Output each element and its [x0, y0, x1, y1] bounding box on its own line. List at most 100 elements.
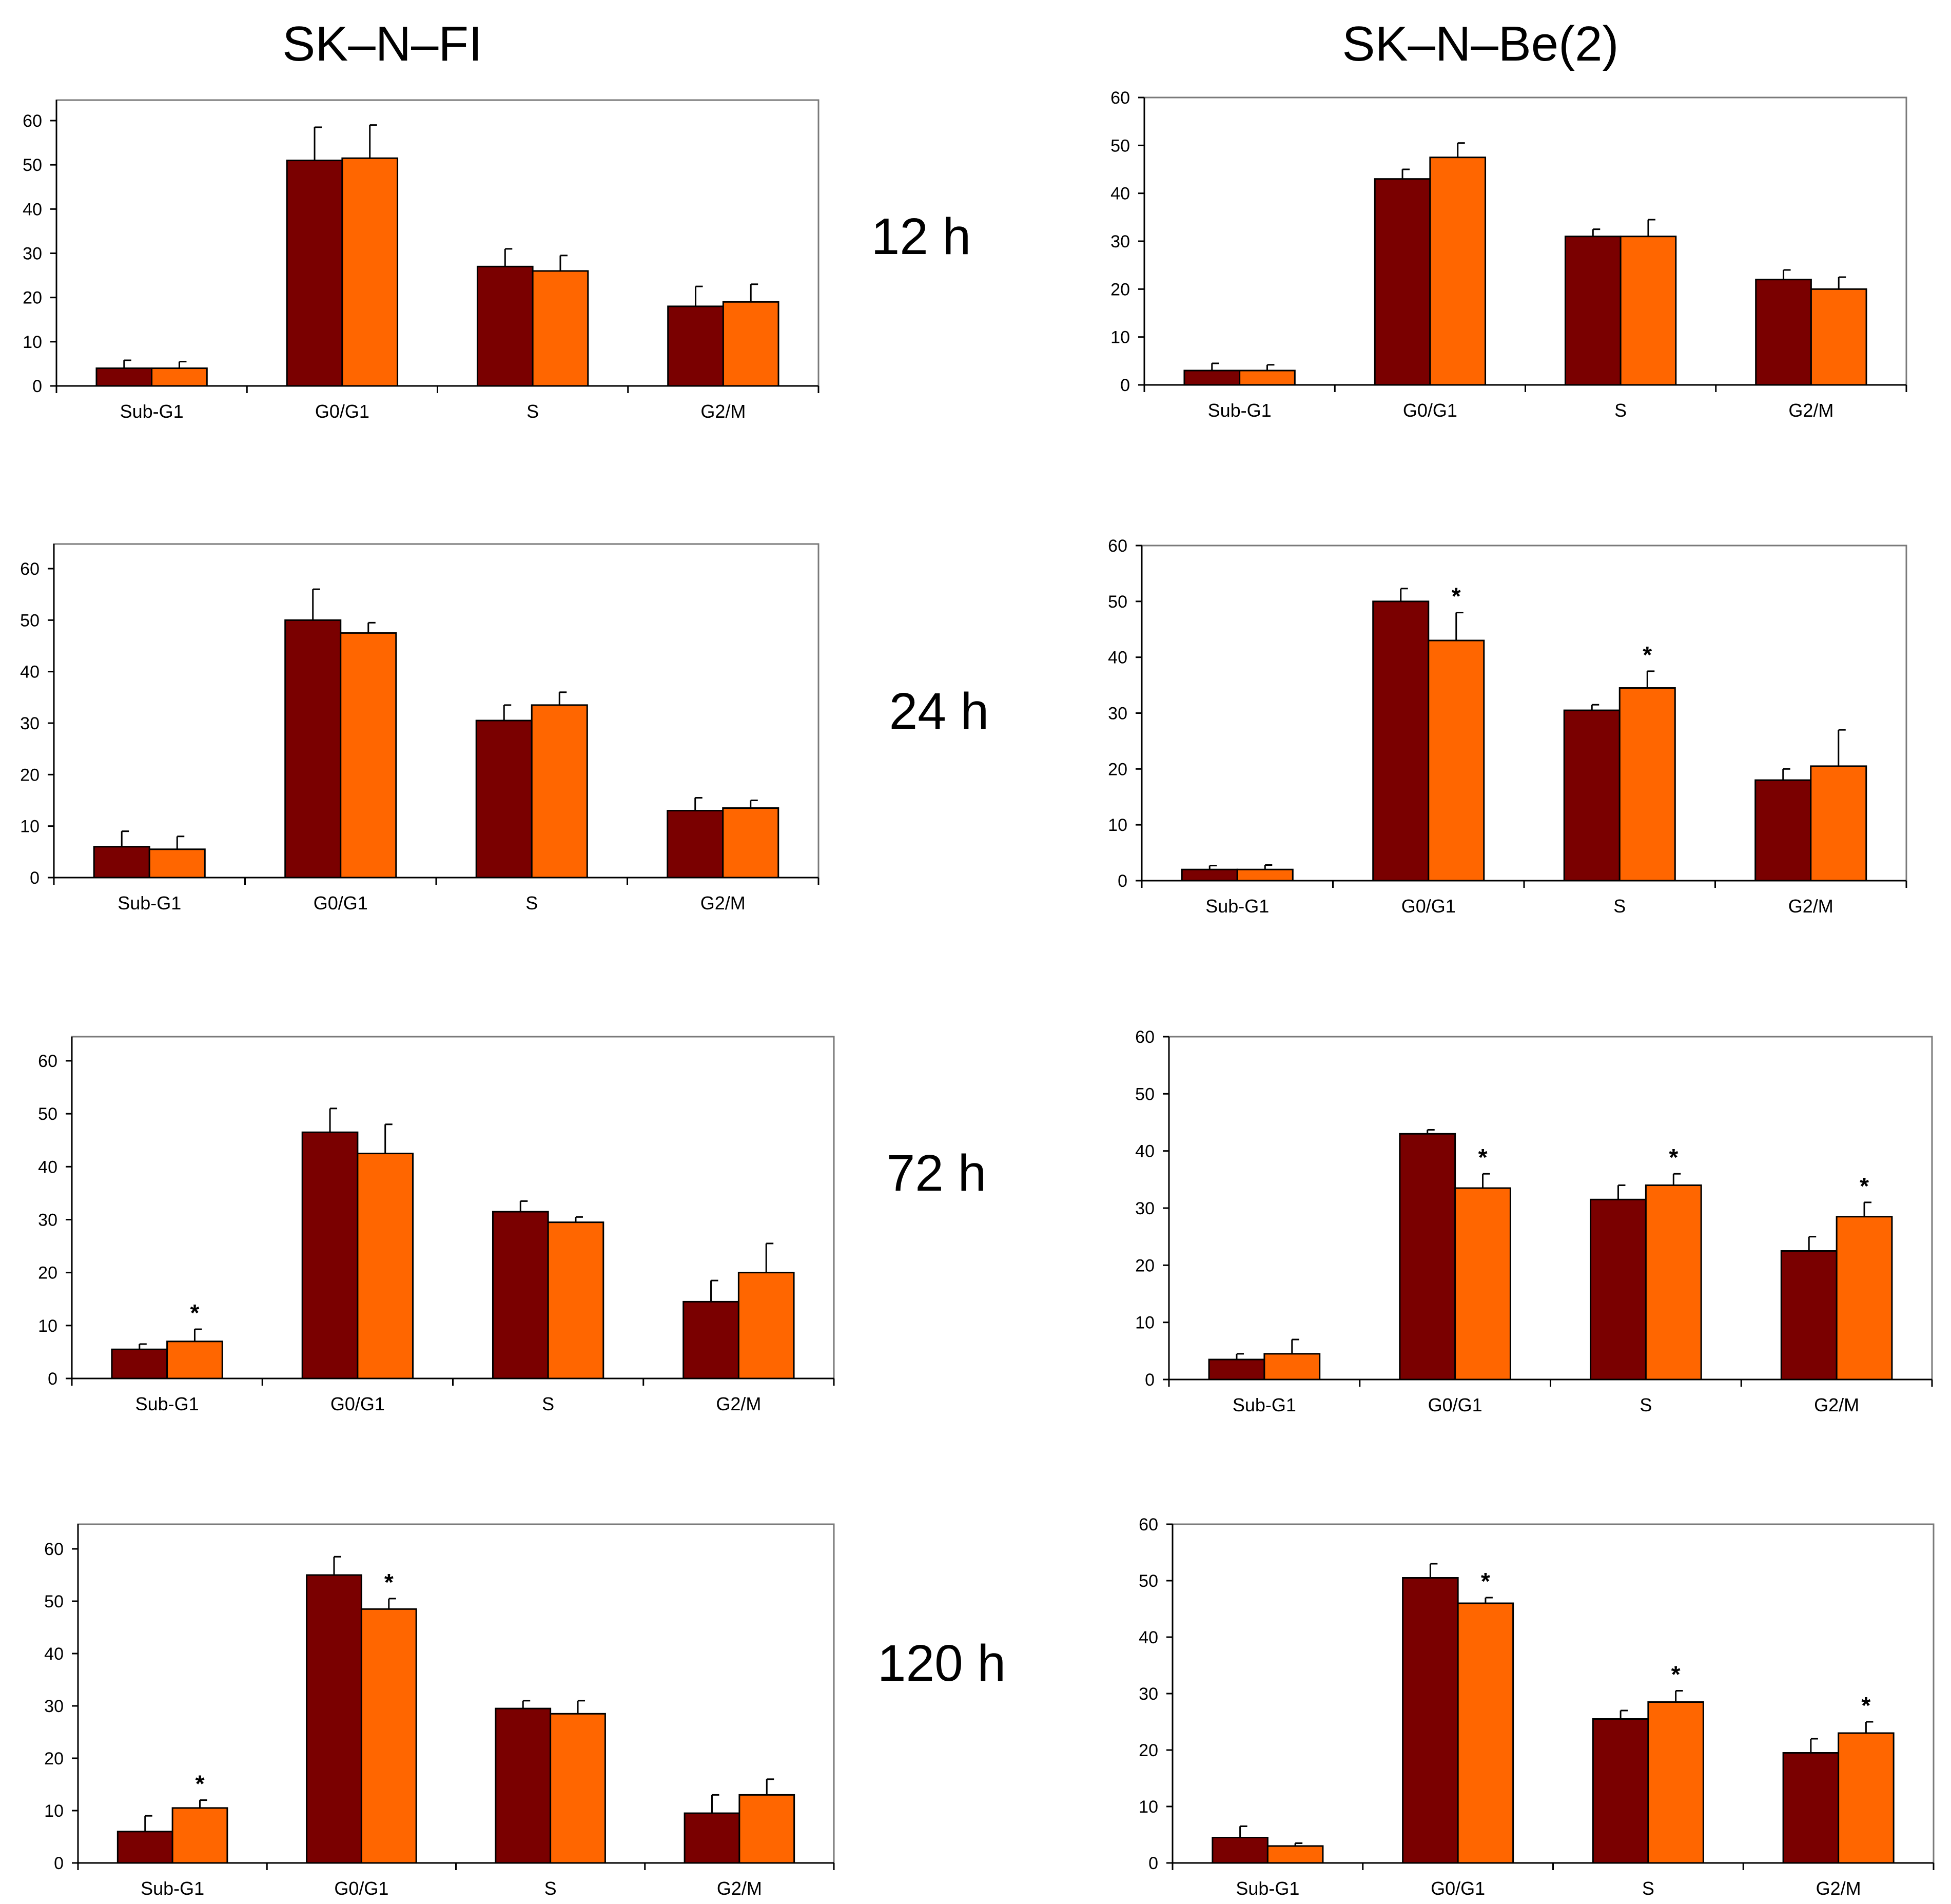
row-label-24h: 24 h	[889, 683, 989, 740]
significance-star: *	[1861, 1692, 1870, 1719]
y-tick-label: 30	[1110, 232, 1130, 251]
column-title-sk-n-be2: SK–N–Be(2)	[1342, 16, 1619, 71]
bar-treated-g2-m	[1836, 1216, 1893, 1381]
category-label: Sub-G1	[1233, 1394, 1296, 1415]
category-label: G2/M	[700, 892, 746, 914]
category-label: S	[1642, 1878, 1654, 1899]
bar-control-s	[495, 1707, 552, 1864]
row-label-72h: 72 h	[887, 1144, 987, 1202]
bar-treated-s	[532, 270, 589, 387]
y-tick-label: 60	[20, 559, 40, 579]
y-tick-label: 0	[48, 1369, 57, 1389]
bar-treated-sub-g1	[1239, 370, 1296, 386]
y-tick-label: 50	[38, 1104, 57, 1124]
y-tick-label: 0	[1145, 1370, 1155, 1390]
chart-panel-3: 0 10 20 30 40 50 60 Sub-G1 * G0/G1 * S G2/M	[44, 1523, 835, 1899]
category-label: Sub-G1	[1236, 1878, 1299, 1899]
bar-control-s	[1592, 1718, 1649, 1864]
y-tick-label: 10	[1135, 1313, 1155, 1333]
bar-control-g0-g1	[306, 1574, 362, 1864]
bar-control-s	[476, 265, 534, 387]
significance-star: *	[1860, 1173, 1869, 1199]
bar-control-sub-g1	[93, 846, 150, 879]
y-tick-label: 0	[30, 868, 40, 888]
significance-star: *	[196, 1771, 205, 1797]
bar-treated-s	[1645, 1184, 1702, 1381]
y-tick-label: 60	[38, 1052, 57, 1071]
bar-control-sub-g1	[95, 367, 153, 387]
bar-control-g2-m	[1754, 779, 1812, 882]
bar-treated-g0-g1	[341, 157, 399, 387]
y-tick-label: 20	[1135, 1256, 1155, 1275]
y-tick-label: 10	[20, 817, 40, 837]
y-tick-label: 60	[1139, 1515, 1158, 1534]
bar-control-g0-g1	[301, 1131, 359, 1380]
bar-control-sub-g1	[1181, 868, 1238, 882]
category-label: G0/G1	[334, 1878, 388, 1899]
category-label: G2/M	[717, 1878, 762, 1899]
bar-control-g0-g1	[286, 160, 343, 387]
bar-control-sub-g1	[116, 1831, 173, 1864]
bar-treated-g0-g1	[1454, 1187, 1511, 1381]
significance-star: *	[1671, 1661, 1681, 1688]
y-tick-label: 60	[1108, 536, 1127, 556]
bar-treated-s	[1618, 687, 1676, 882]
column-title-sk-n-fi: SK–N–FI	[282, 16, 482, 71]
bar-control-s	[492, 1211, 549, 1380]
significance-star: *	[1669, 1144, 1678, 1171]
y-tick-label: 0	[1118, 871, 1127, 891]
y-tick-label: 50	[1110, 136, 1130, 156]
y-tick-label: 20	[1108, 760, 1127, 779]
category-label: S	[542, 1393, 554, 1414]
bar-control-sub-g1	[111, 1348, 168, 1380]
bar-treated-s	[1647, 1701, 1704, 1864]
y-tick-label: 20	[38, 1264, 57, 1283]
bar-treated-sub-g1	[171, 1807, 228, 1864]
bar-control-sub-g1	[1183, 370, 1241, 386]
bar-control-g0-g1	[284, 619, 342, 879]
y-tick-label: 10	[23, 333, 42, 352]
category-label: G2/M	[1788, 896, 1833, 917]
y-tick-label: 60	[23, 111, 42, 131]
category-label: G2/M	[716, 1393, 761, 1414]
category-label: G2/M	[1816, 1878, 1861, 1899]
y-tick-label: 30	[1135, 1199, 1155, 1218]
y-tick-label: 20	[1110, 280, 1130, 299]
y-tick-label: 10	[1139, 1797, 1158, 1817]
bar-control-g0-g1	[1399, 1133, 1456, 1381]
chart-panel-1: 0 10 20 30 40 50 60 Sub-G1 G0/G1 S G2/M	[20, 543, 820, 914]
category-label: S	[1614, 400, 1627, 421]
bar-control-g2-m	[684, 1812, 740, 1864]
y-tick-label: 40	[1135, 1142, 1155, 1161]
category-label: S	[1613, 896, 1626, 917]
bar-treated-sub-g1	[1266, 1845, 1324, 1864]
y-tick-label: 0	[1120, 376, 1130, 395]
bar-control-g0-g1	[1372, 600, 1430, 882]
bar-treated-g2-m	[1810, 288, 1867, 386]
chart-panel-6: 0 10 20 30 40 50 60 Sub-G1 G0/G1 * S * G2/M *	[1135, 1027, 1933, 1415]
bar-treated-g2-m	[722, 807, 779, 879]
category-label: S	[544, 1878, 557, 1899]
bar-control-g2-m	[667, 305, 724, 387]
bar-treated-sub-g1	[1263, 1353, 1321, 1381]
category-label: S	[1640, 1394, 1652, 1415]
y-tick-label: 40	[1108, 648, 1127, 668]
y-tick-label: 40	[1139, 1628, 1158, 1647]
bar-treated-s	[550, 1713, 606, 1864]
y-tick-label: 20	[23, 288, 42, 308]
significance-star: *	[1643, 642, 1652, 668]
bar-treated-s	[531, 704, 588, 879]
significance-star: *	[1478, 1144, 1488, 1171]
y-tick-label: 50	[1108, 592, 1127, 612]
category-label: S	[525, 892, 538, 914]
bar-control-s	[1590, 1198, 1647, 1381]
y-tick-label: 50	[1139, 1571, 1158, 1591]
bar-control-s	[1563, 709, 1621, 882]
y-tick-label: 10	[44, 1801, 64, 1821]
y-tick-label: 40	[20, 663, 40, 682]
y-tick-label: 10	[38, 1316, 57, 1336]
bar-control-g2-m	[667, 810, 724, 879]
y-tick-label: 40	[23, 200, 42, 219]
bar-control-g2-m	[682, 1300, 739, 1380]
chart-panel-5: 0 10 20 30 40 50 60 Sub-G1 G0/G1 * S * G2/M	[1108, 536, 1907, 917]
